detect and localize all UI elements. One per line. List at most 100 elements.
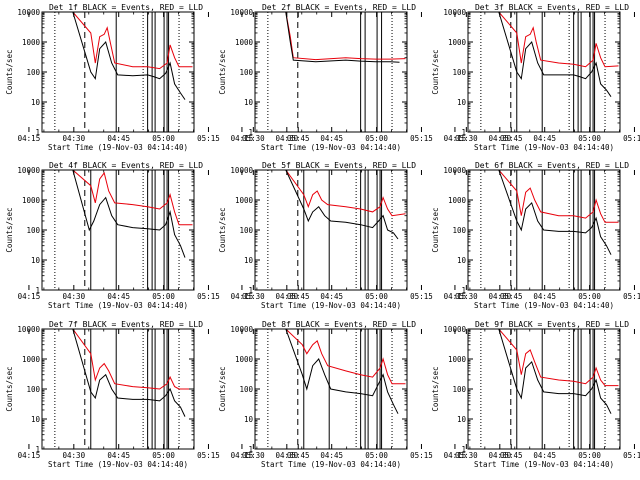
x-tick-label: 04:30 <box>63 451 86 460</box>
series-line-lld <box>255 12 406 61</box>
x-tick-label: 05:00 <box>152 134 175 143</box>
chart-title: Det 9f BLACK = Events, RED = LLD <box>475 320 629 329</box>
x-tick-label: 05:30 <box>455 134 478 143</box>
x-axis-label: Start Time (19-Nov-03 04:14:40) <box>48 460 188 469</box>
x-tick-label: 05:00 <box>365 451 388 460</box>
series-lines <box>468 170 619 255</box>
plot-frame <box>467 328 621 450</box>
x-tick-label: 04:45 <box>107 451 130 460</box>
x-axis-label: Start Time (19-Nov-03 04:14:40) <box>474 143 614 152</box>
y-tick-label: 1 <box>35 445 40 454</box>
x-tick-label: 04:15 <box>444 451 467 460</box>
x-tick-label: 04:45 <box>533 134 556 143</box>
y-tick-label: 100 <box>452 68 466 77</box>
x-tick-label: 04:45 <box>107 292 130 301</box>
series-line-events <box>255 12 400 63</box>
x-axis-label: Start Time (19-Nov-03 04:14:40) <box>261 301 401 310</box>
y-tick-label: 100 <box>26 68 40 77</box>
y-axis-label: Counts/sec <box>431 49 440 94</box>
series-line-events <box>255 170 399 240</box>
x-axis-label: Start Time (19-Nov-03 04:14:40) <box>48 301 188 310</box>
time-markers <box>54 329 180 449</box>
x-tick-label: 05:45 <box>287 292 310 301</box>
chart-panel: 11010010001000004:1504:3004:4505:0005:15… <box>218 320 523 469</box>
y-tick-label: 1 <box>248 445 253 454</box>
series-lines <box>255 329 406 414</box>
y-tick-label: 100 <box>452 226 466 235</box>
plot-frame <box>41 11 195 133</box>
x-tick-label: 04:30 <box>276 451 299 460</box>
chart-title: Det 2f BLACK = Events, RED = LLD <box>262 3 416 12</box>
y-tick-label: 10 <box>457 415 467 424</box>
x-tick-label: 05:00 <box>152 292 175 301</box>
chart-title: Det 6f BLACK = Events, RED = LLD <box>475 161 629 170</box>
x-tick-label: 04:30 <box>489 451 512 460</box>
x-tick-label: 04:15 <box>231 292 254 301</box>
time-markers <box>54 12 180 132</box>
y-axis-label: Counts/sec <box>5 207 14 252</box>
x-tick-label: 04:15 <box>18 451 41 460</box>
y-tick-label: 1 <box>461 445 466 454</box>
x-axis-label: Start Time (19-Nov-03 04:14:40) <box>474 301 614 310</box>
x-axis-label: Start Time (19-Nov-03 04:14:40) <box>261 143 401 152</box>
plot-frame <box>41 169 195 291</box>
y-tick-label: 100 <box>452 385 466 394</box>
time-markers <box>480 12 606 132</box>
time-markers <box>267 12 393 132</box>
y-tick-label: 100 <box>26 226 40 235</box>
x-tick-label: 04:45 <box>533 451 556 460</box>
x-tick-label: 05:15 <box>197 451 220 460</box>
series-line-events <box>255 329 399 414</box>
x-tick-label: 04:15 <box>444 292 467 301</box>
x-tick-label: 04:15 <box>18 134 41 143</box>
y-tick-label: 1000 <box>235 196 254 205</box>
y-tick-label: 10 <box>31 256 41 265</box>
plot-frame <box>254 169 408 291</box>
series-line-events <box>42 170 186 258</box>
x-tick-label: 05:15 <box>197 292 220 301</box>
y-tick-label: 100 <box>239 385 253 394</box>
y-axis-label: Counts/sec <box>218 49 227 94</box>
y-tick-label: 1 <box>461 128 466 137</box>
y-tick-label: 1000 <box>448 355 467 364</box>
x-tick-label: 05:00 <box>578 134 601 143</box>
x-tick-label: 04:30 <box>276 134 299 143</box>
x-tick-label: 05:00 <box>578 292 601 301</box>
y-tick-label: 1000 <box>235 355 254 364</box>
x-tick-label: 05:15 <box>197 134 220 143</box>
x-tick-label: 04:30 <box>63 134 86 143</box>
series-line-lld <box>468 329 619 387</box>
y-tick-label: 1000 <box>448 196 467 205</box>
x-tick-label: 05:15 <box>623 134 640 143</box>
x-tick-label: 05:45 <box>500 451 523 460</box>
y-axis-label: Counts/sec <box>431 366 440 411</box>
x-tick-label: 05:30 <box>455 451 478 460</box>
x-tick-label: 04:30 <box>489 134 512 143</box>
series-line-events <box>468 170 612 255</box>
y-tick-label: 1000 <box>22 38 41 47</box>
series-line-events <box>468 12 612 97</box>
y-tick-label: 100 <box>239 226 253 235</box>
series-lines <box>42 329 193 417</box>
time-markers <box>267 329 393 449</box>
chart-title: Det 3f BLACK = Events, RED = LLD <box>475 3 629 12</box>
series-line-events <box>42 329 186 417</box>
x-tick-label: 04:45 <box>533 292 556 301</box>
y-tick-label: 100 <box>239 68 253 77</box>
x-tick-label: 04:30 <box>63 292 86 301</box>
chart-title: Det 8f BLACK = Events, RED = LLD <box>262 320 416 329</box>
chart-panel: 11010010001000004:1504:3004:4505:0005:15… <box>431 3 640 152</box>
x-tick-label: 04:45 <box>320 134 343 143</box>
y-axis-label: Counts/sec <box>218 207 227 252</box>
x-axis-label: Start Time (19-Nov-03 04:14:40) <box>474 460 614 469</box>
plot-frame <box>467 11 621 133</box>
x-tick-label: 05:15 <box>410 451 433 460</box>
chart-title: Det 5f BLACK = Events, RED = LLD <box>262 161 416 170</box>
x-tick-label: 04:15 <box>444 134 467 143</box>
chart-title: Det 7f BLACK = Events, RED = LLD <box>49 320 203 329</box>
series-line-lld <box>255 170 406 217</box>
plot-frame <box>41 328 195 450</box>
x-tick-label: 04:45 <box>107 134 130 143</box>
x-tick-label: 05:45 <box>500 292 523 301</box>
